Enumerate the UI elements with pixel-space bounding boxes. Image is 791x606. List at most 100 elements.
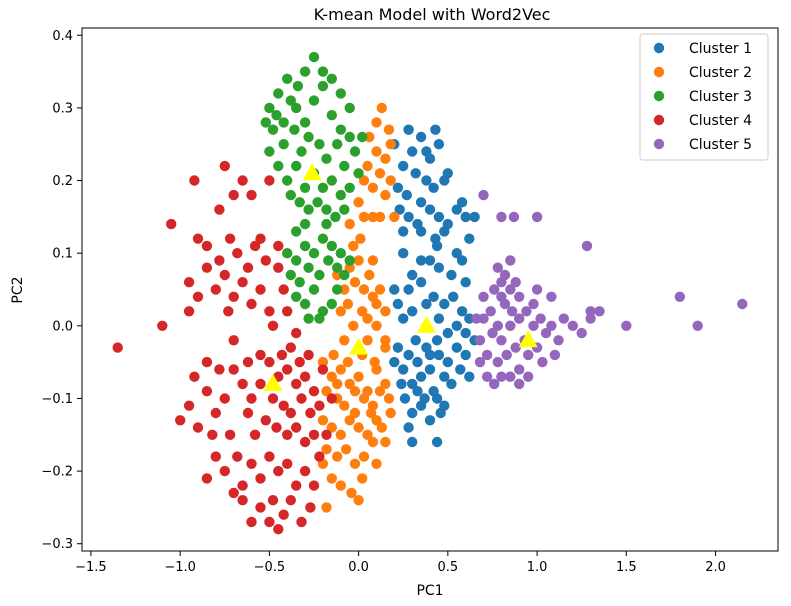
- cluster-2-point: [342, 298, 354, 310]
- cluster-4-point: [242, 407, 254, 419]
- cluster-3-point: [291, 102, 302, 114]
- cluster-2-point: [335, 364, 346, 375]
- cluster-4-point: [264, 175, 275, 186]
- cluster-4-point: [228, 487, 239, 499]
- cluster-1-point: [446, 269, 457, 281]
- x-axis-label: PC1: [416, 583, 443, 599]
- cluster-3-point: [291, 255, 302, 266]
- cluster-2-point: [339, 335, 350, 346]
- cluster-2-point: [374, 284, 386, 295]
- cluster-4-point: [314, 400, 325, 411]
- cluster-1-point: [433, 349, 445, 361]
- cluster-1-point: [421, 175, 432, 186]
- cluster-3-point: [335, 88, 346, 99]
- cluster-2-point: [376, 422, 387, 433]
- chart-title: K-mean Model with Word2Vec: [314, 5, 551, 24]
- cluster-1-point: [415, 131, 427, 143]
- cluster-3-point: [321, 204, 332, 215]
- cluster-5-point: [481, 349, 493, 361]
- cluster-4-point: [264, 356, 275, 368]
- cluster-5-point: [474, 356, 486, 368]
- cluster-5-point: [514, 291, 525, 302]
- cluster-3-point: [326, 240, 337, 252]
- cluster-2-point: [389, 211, 400, 223]
- y-tick-label: −0.2: [41, 465, 73, 480]
- cluster-4-point: [255, 349, 266, 361]
- cluster-2-point: [340, 444, 352, 455]
- x-tick-label: 0.0: [348, 560, 369, 575]
- cluster-5-point: [535, 313, 546, 324]
- cluster-3-point: [282, 248, 293, 259]
- cluster-4-point: [308, 429, 320, 440]
- y-tick-label: 0.3: [52, 101, 73, 116]
- cluster-2-point: [353, 371, 364, 382]
- cluster-3-point: [326, 73, 337, 85]
- cluster-4-point: [271, 422, 282, 433]
- cluster-2-point: [326, 473, 337, 484]
- cluster-4-point: [237, 277, 248, 288]
- cluster-2-point: [371, 298, 382, 310]
- cluster-2-point: [349, 277, 361, 288]
- cluster-5-point: [496, 335, 507, 346]
- cluster-2-point: [344, 378, 355, 390]
- cluster-4-point: [260, 255, 271, 266]
- cluster-1-point: [428, 291, 439, 302]
- cluster-2-point: [335, 480, 346, 491]
- cluster-1-point: [460, 211, 471, 223]
- cluster-3-point: [314, 269, 325, 281]
- cluster-2-point: [371, 117, 382, 128]
- cluster-1-point: [403, 422, 414, 433]
- cluster-4-point: [192, 233, 204, 244]
- cluster-1-point: [403, 124, 414, 135]
- cluster-2-point: [321, 386, 332, 397]
- cluster-1-point: [460, 327, 471, 339]
- cluster-4-point: [276, 349, 288, 361]
- cluster-5-point: [508, 211, 520, 223]
- cluster-4-point: [273, 524, 284, 535]
- cluster-1-point: [412, 218, 423, 230]
- cluster-3-point: [308, 284, 320, 295]
- cluster-1-point: [403, 211, 414, 223]
- cluster-4-point: [201, 473, 213, 484]
- points-layer: [112, 51, 748, 535]
- cluster-3-point: [326, 298, 337, 310]
- cluster-2-point: [321, 444, 332, 455]
- cluster-3-point: [260, 117, 271, 128]
- cluster-4-point: [278, 400, 289, 411]
- cluster-5-point: [528, 320, 539, 331]
- cluster-3-point: [317, 80, 329, 92]
- cluster-3-point: [299, 240, 311, 252]
- cluster-4-point: [326, 393, 337, 404]
- cluster-3-point: [273, 160, 284, 172]
- cluster-2-point: [355, 233, 366, 244]
- centroid-marker: [518, 330, 538, 348]
- cluster-3-point: [285, 95, 296, 106]
- cluster-3-point: [321, 218, 332, 230]
- cluster-2-point: [380, 306, 391, 317]
- cluster-1-point: [392, 298, 404, 310]
- cluster-1-point: [403, 284, 414, 295]
- cluster-4-point: [291, 327, 302, 339]
- cluster-2-point: [317, 415, 329, 426]
- cluster-2-point: [349, 386, 361, 397]
- cluster-1-point: [439, 400, 450, 411]
- cluster-4-point: [237, 175, 248, 186]
- cluster-2-point: [380, 335, 391, 346]
- centroid-marker: [263, 373, 283, 391]
- cluster-3-point: [303, 313, 314, 324]
- cluster-2-point: [365, 407, 377, 419]
- cluster-1-point: [442, 327, 453, 339]
- cluster-2-point: [353, 255, 364, 266]
- cluster-4-point: [237, 495, 248, 506]
- legend-label: Cluster 5: [689, 137, 752, 153]
- cluster-3-point: [294, 197, 305, 208]
- cluster-1-point: [401, 189, 412, 201]
- cluster-4-point: [201, 386, 213, 397]
- cluster-2-point: [353, 422, 364, 433]
- cluster-4-point: [291, 378, 302, 390]
- cluster-4-point: [273, 240, 284, 252]
- cluster-4-point: [314, 451, 325, 462]
- cluster-4-point: [189, 371, 200, 382]
- cluster-4-point: [296, 516, 307, 528]
- x-tick-label: 2.0: [705, 560, 726, 575]
